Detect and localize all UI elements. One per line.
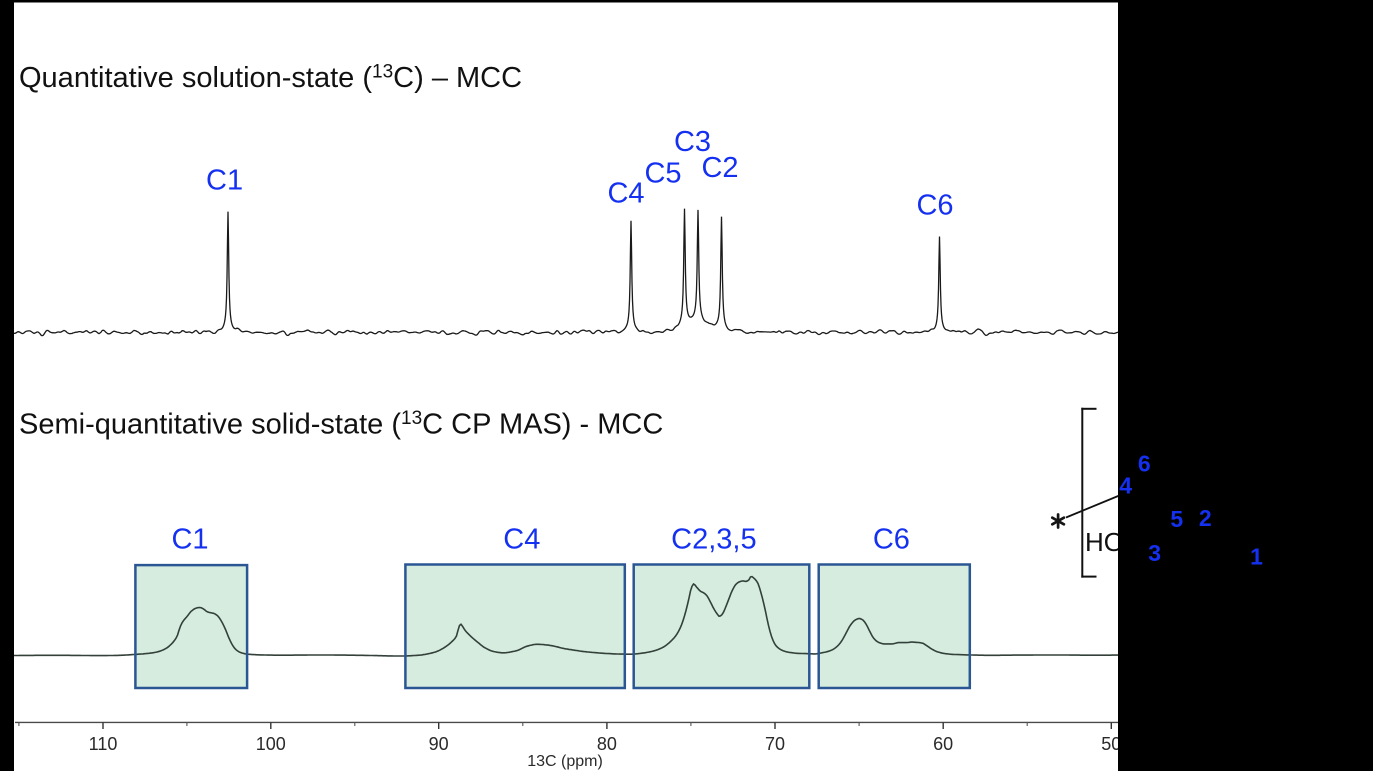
svg-text:C2: C2 <box>701 152 738 184</box>
svg-text:C1: C1 <box>171 523 208 555</box>
svg-text:C1: C1 <box>206 165 243 197</box>
svg-text:50: 50 <box>1101 734 1121 754</box>
svg-text:3: 3 <box>1148 540 1161 566</box>
svg-text:13C (ppm): 13C (ppm) <box>527 753 603 770</box>
svg-text:100: 100 <box>256 734 286 754</box>
svg-text:C5: C5 <box>644 158 681 190</box>
svg-text:C6: C6 <box>873 523 910 555</box>
svg-text:2: 2 <box>1199 505 1212 531</box>
svg-text:5: 5 <box>1170 506 1183 532</box>
svg-text:C2,3,5: C2,3,5 <box>671 523 756 555</box>
svg-text:6: 6 <box>1138 450 1151 476</box>
svg-text:Quantitative solution-state (1: Quantitative solution-state (13C) – MCC <box>19 62 522 95</box>
svg-text:90: 90 <box>429 734 449 754</box>
svg-text:70: 70 <box>765 734 785 754</box>
svg-text:1: 1 <box>1250 544 1263 570</box>
svg-text:80: 80 <box>597 734 617 754</box>
svg-text:C4: C4 <box>503 523 540 555</box>
svg-text:C6: C6 <box>916 189 953 221</box>
svg-text:C3: C3 <box>674 126 711 158</box>
svg-text:4: 4 <box>1119 472 1132 498</box>
svg-text:110: 110 <box>89 734 118 754</box>
svg-text:60: 60 <box>933 734 953 754</box>
svg-text:HO: HO <box>1085 527 1124 557</box>
svg-text:C4: C4 <box>607 178 644 210</box>
svg-text:Semi-quantitative solid-state: Semi-quantitative solid-state (13C CP MA… <box>19 408 663 441</box>
